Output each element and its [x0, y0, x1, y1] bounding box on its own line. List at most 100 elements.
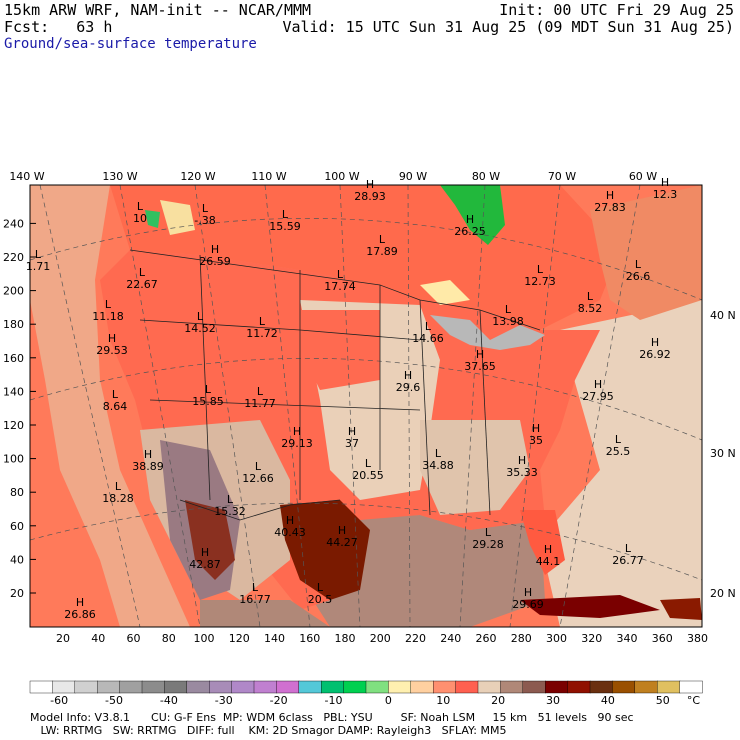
extremum-marker: H	[518, 454, 526, 467]
x-tick-label: 360	[652, 632, 673, 645]
extremum-value: 29.69	[512, 598, 544, 611]
extremum-marker: L	[379, 233, 386, 246]
lon-label: 90 W	[399, 170, 427, 183]
extremum-marker: H	[524, 586, 532, 599]
colorbar-label: 0	[385, 694, 392, 707]
colorbar-label: 30	[546, 694, 560, 707]
x-tick-label: 20	[56, 632, 70, 645]
extremum-marker: L	[205, 383, 212, 396]
y-tick-label: 100	[3, 453, 24, 466]
extremum-marker: L	[435, 447, 442, 460]
field-title: Ground/sea-surface temperature	[4, 36, 257, 52]
lon-label: 80 W	[472, 170, 500, 183]
extremum-marker: L	[365, 457, 372, 470]
extremum-value: 40.43	[274, 526, 306, 539]
colorbar-swatch	[119, 680, 143, 694]
footer-physics-info: LW: RRTMG SW: RRTMG DIFF: full KM: 2D Sm…	[30, 724, 507, 737]
x-tick-label: 40	[91, 632, 105, 645]
extremum-value: 13.98	[492, 315, 524, 328]
extremum-marker: L	[257, 385, 264, 398]
extremum-value: 29.53	[96, 344, 128, 357]
x-tick-label: 240	[440, 632, 461, 645]
y-tick-label: 120	[3, 419, 24, 432]
arizona-hot	[185, 500, 235, 580]
extremum-marker: H	[108, 332, 116, 345]
bc-green-patch	[145, 210, 160, 228]
colorbar-swatch	[365, 680, 390, 694]
extremum-marker: H	[293, 425, 301, 438]
extremum-value: -.38	[194, 214, 215, 227]
extremum-value: 37.65	[464, 360, 496, 373]
extremum-value: 26.59	[199, 255, 231, 268]
colorbar-swatch	[500, 680, 524, 694]
colorbar-label: -60	[50, 694, 68, 707]
colorbar-swatch	[298, 680, 322, 694]
colorbar-swatch	[477, 680, 502, 694]
lon-label: 130 W	[102, 170, 137, 183]
extremum-value: 37	[345, 437, 359, 450]
y-tick-label: 200	[3, 285, 24, 298]
extremum-marker: L	[537, 263, 544, 276]
extremum-marker: L	[202, 202, 209, 215]
lon-label: 110 W	[251, 170, 286, 183]
colorbar-swatch	[141, 680, 166, 694]
x-tick-label: 260	[476, 632, 497, 645]
lat-label: 20 N	[710, 587, 736, 600]
extremum-value: 26.25	[454, 225, 486, 238]
extremum-marker: L	[139, 266, 146, 279]
extremum-marker: H	[606, 189, 614, 202]
extremum-value: 11.72	[246, 327, 278, 340]
northern-plains-patch	[300, 310, 380, 390]
y-tick-label: 60	[10, 520, 24, 533]
x-tick-label: 120	[229, 632, 250, 645]
mexico-land	[200, 600, 330, 627]
colorbar-swatch	[231, 680, 255, 694]
great-lakes	[430, 315, 545, 350]
extremum-marker: H	[144, 448, 152, 461]
extremum-marker: H	[594, 378, 602, 391]
extremum-value: 15.32	[214, 505, 246, 518]
y-tick-label: 40	[10, 553, 24, 566]
extremum-marker: L	[35, 248, 42, 261]
y-axis-ticks: 20 40 60 80 100 120 140 160 180 200 220 240	[3, 217, 36, 600]
colorbar-swatch	[52, 680, 76, 694]
extremum-value: 18.28	[102, 492, 134, 505]
lat-label: 30 N	[710, 447, 736, 460]
florida	[520, 510, 565, 575]
extremum-marker: L	[259, 315, 266, 328]
colorbar-label: -20	[270, 694, 288, 707]
colorbar-swatch	[276, 680, 300, 694]
x-tick-label: 380	[687, 632, 708, 645]
extremum-value: 16.77	[239, 593, 271, 606]
colorbar-label: 50	[656, 694, 670, 707]
extremum-value: 27.95	[582, 390, 614, 403]
x-tick-label: 140	[264, 632, 285, 645]
extremum-marker: L	[615, 433, 622, 446]
extremum-value: 15.85	[192, 395, 224, 408]
pacific-coastal-strip	[30, 185, 190, 627]
extremum-marker: L	[227, 493, 234, 506]
colorbar-swatch	[634, 680, 658, 694]
atlantic-canada	[590, 185, 702, 320]
extremum-value: 1.71	[26, 260, 51, 273]
extremum-marker: H	[476, 348, 484, 361]
colorbar-swatch	[29, 680, 54, 694]
extremum-value: 17.74	[324, 280, 356, 293]
forecast-hour: Fcst: 63 h	[4, 18, 113, 36]
extremum-marker: L	[425, 320, 432, 333]
extremum-value: 35	[529, 434, 543, 447]
latitude-labels: 40 N 30 N 20 N	[710, 309, 736, 600]
lon-label: 70 W	[548, 170, 576, 183]
extremum-value: 11.18	[92, 310, 124, 323]
graticule	[30, 185, 702, 627]
extremum-value: 10	[133, 212, 147, 225]
extremum-value: 14.52	[184, 322, 216, 335]
extremum-marker: L	[635, 258, 642, 271]
extremum-marker: H	[76, 596, 84, 609]
atlantic-cool-sea	[540, 300, 702, 627]
extremum-marker: L	[105, 298, 112, 311]
colorbar-swatch	[208, 680, 233, 694]
y-tick-label: 160	[3, 352, 24, 365]
colorbar-label: -50	[105, 694, 123, 707]
extremum-marker: L	[137, 200, 144, 213]
